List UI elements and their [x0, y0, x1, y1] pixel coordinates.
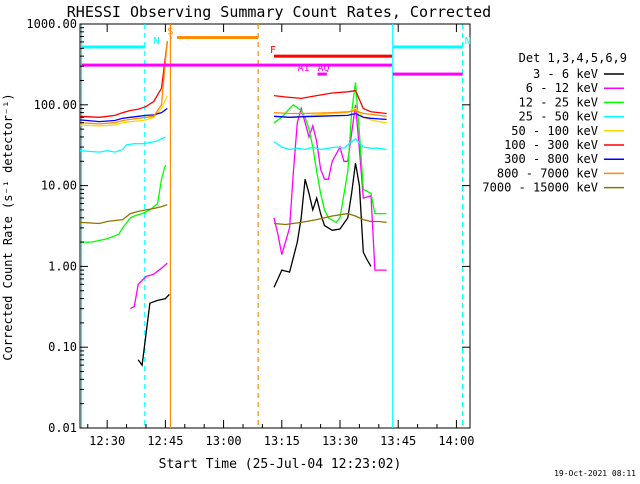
- chart-title: RHESSI Observing Summary Count Rates, Co…: [67, 3, 491, 21]
- flag-bar-4: [274, 54, 392, 58]
- y-tick-label-1: 100.00: [34, 98, 77, 112]
- flag-label-1: N: [465, 36, 471, 47]
- series-line-8-1: [273, 212, 387, 226]
- x-tick-label-5: 13:45: [380, 434, 416, 448]
- legend-label-5: 100 - 300 keV: [504, 138, 598, 152]
- series-3: [79, 136, 387, 153]
- x-tick-label-4: 13:30: [322, 434, 358, 448]
- series-line-2-1: [273, 82, 387, 224]
- series-line-5-0: [79, 41, 168, 118]
- y-tick-label-5: 0.01: [48, 421, 77, 435]
- flag-label-7: AQ: [317, 63, 329, 74]
- series-group: [79, 40, 387, 367]
- attenuator-vlines: [80, 24, 464, 428]
- flag-bar-0: [81, 45, 145, 49]
- series-line-3-1: [273, 137, 387, 151]
- series-7: [79, 40, 387, 125]
- legend-label-3: 25 - 50 keV: [519, 110, 598, 124]
- legend-label-4: 50 - 100 keV: [511, 124, 598, 138]
- series-line-1-1: [273, 104, 387, 271]
- series-line-1-0: [130, 262, 168, 310]
- series-0: [137, 162, 372, 367]
- series-line-7-0: [79, 40, 168, 125]
- flag-label-0: N: [154, 36, 160, 47]
- x-tick-label-0: 12:30: [89, 434, 125, 448]
- series-line-7-1: [273, 109, 387, 117]
- series-line-0-1: [273, 162, 372, 288]
- y-axis-label: Corrected Count Rate (s⁻¹ detector⁻¹): [1, 93, 15, 360]
- flag-label-2: S: [167, 27, 173, 38]
- flag-bar-3: [177, 36, 259, 40]
- legend-label-1: 6 - 12 keV: [526, 81, 598, 95]
- legend-label-6: 300 - 800 keV: [504, 152, 598, 166]
- legend-label-0: 3 - 6 keV: [533, 67, 598, 81]
- y-tick-label-0: 1000.00: [26, 17, 77, 31]
- footer-date: 19-Oct-2021 08:11: [554, 469, 636, 478]
- y-tick-label-4: 0.10: [48, 340, 77, 354]
- series-line-6-0: [79, 107, 168, 123]
- x-tick-label-2: 13:00: [206, 434, 242, 448]
- series-8: [79, 204, 387, 226]
- flag-bar-1: [392, 45, 463, 49]
- series-line-0-0: [137, 293, 170, 367]
- legend-label-8: 7000 - 15000 keV: [482, 181, 598, 195]
- x-tick-label-6: 14:00: [438, 434, 474, 448]
- series-line-2-0: [80, 164, 167, 243]
- flag-bar-7: [317, 72, 327, 76]
- x-axis-label: Start Time (25-Jul-04 12:23:02): [159, 457, 402, 472]
- legend-label-7: 800 - 7000 keV: [497, 166, 598, 180]
- series-line-6-1: [273, 112, 387, 121]
- x-tick-label-3: 13:15: [264, 434, 300, 448]
- axis-ticks: 12:30 12:45 13:00 13:15 13:30 13:45 14:00 1000.…: [26, 17, 474, 448]
- flag-bar-5: [81, 63, 392, 67]
- series-line-3-0: [79, 136, 166, 153]
- y-tick-label-2: 10.00: [41, 179, 77, 193]
- series-2: [80, 82, 387, 243]
- series-4: [79, 95, 387, 127]
- flag-label-4: F: [270, 45, 276, 56]
- flag-label-8: A1: [297, 63, 309, 74]
- plot-border: [79, 23, 471, 429]
- legend-title: Det 1,3,4,5,6,9: [519, 51, 627, 65]
- x-tick-label-1: 12:45: [147, 434, 183, 448]
- legend-label-2: 12 - 25 keV: [519, 95, 598, 109]
- flag-bar-2: [170, 36, 172, 40]
- series-6: [79, 107, 387, 123]
- y-tick-label-3: 1.00: [48, 259, 77, 273]
- series-5: [79, 41, 387, 118]
- series-line-4-0: [79, 95, 168, 127]
- series-line-5-1: [273, 89, 387, 115]
- plot-frame: [79, 23, 471, 429]
- series-1: [130, 104, 387, 310]
- series-line-8-0: [79, 204, 168, 225]
- flag-bar-6: [392, 72, 463, 76]
